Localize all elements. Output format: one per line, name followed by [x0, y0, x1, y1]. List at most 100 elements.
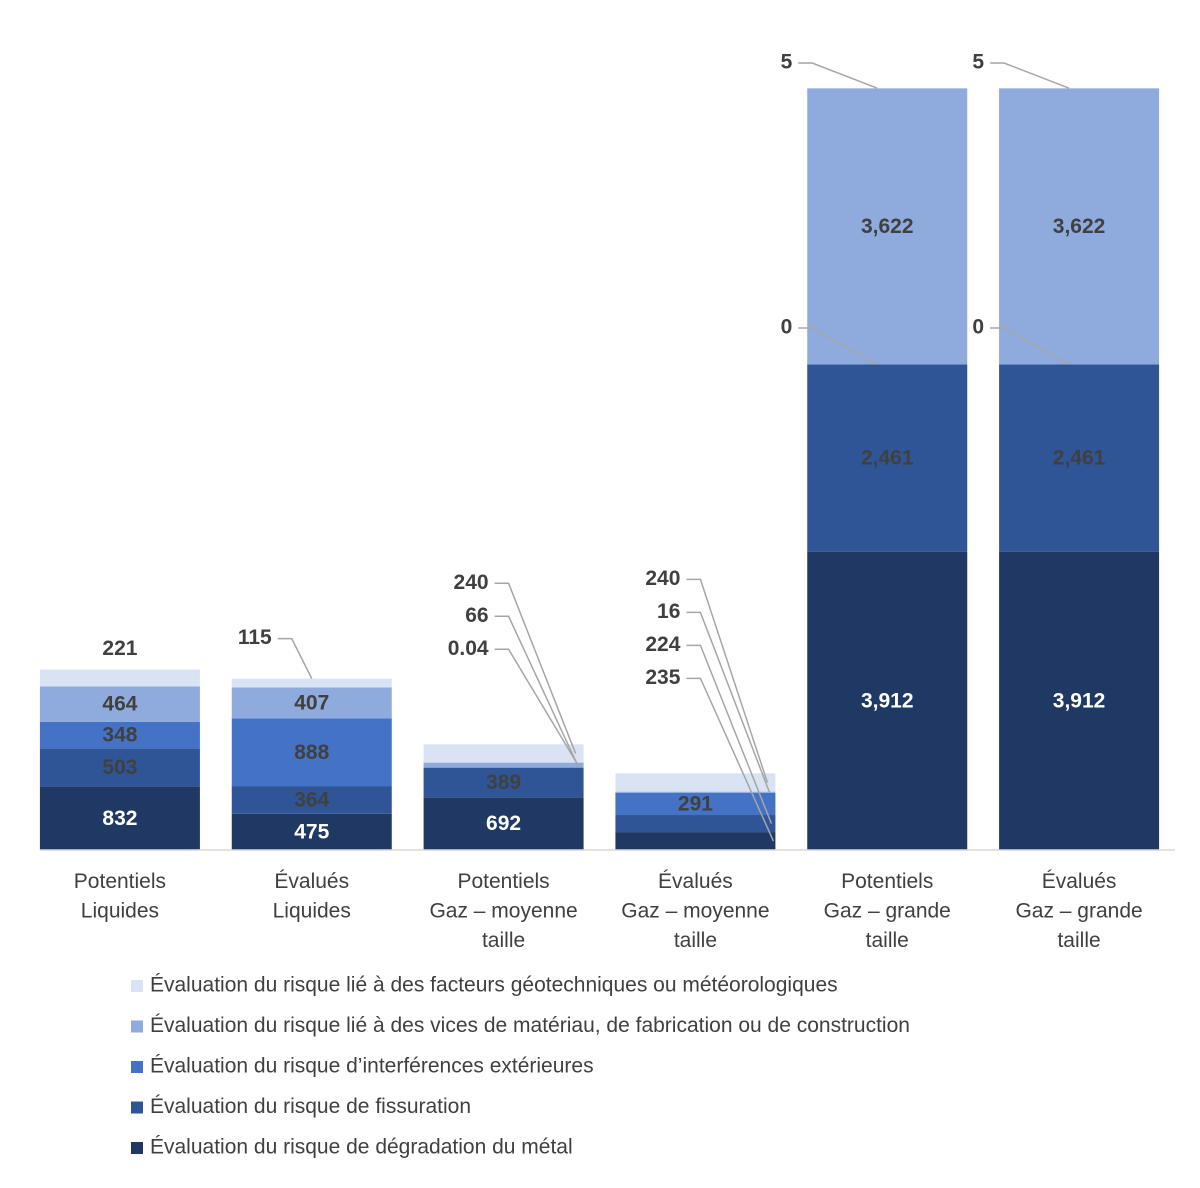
x-tick-label: Potentiels Liquides	[74, 870, 166, 923]
legend-swatch	[131, 1101, 143, 1114]
x-tick-line: Potentiels	[74, 870, 166, 893]
legend-label: Évaluation du risque lié à des facteurs …	[150, 974, 838, 997]
x-tick-line: Liquides	[81, 899, 159, 922]
x-tick-label: Évalués Gaz – moyenne taille	[621, 870, 769, 952]
value-label: 407	[294, 691, 329, 714]
legend-label: Évaluation du risque de fissuration	[150, 1095, 471, 1118]
bar-segment	[423, 744, 584, 763]
bar-segment	[807, 551, 968, 850]
x-tick-line: taille	[866, 929, 909, 952]
x-tick-line: Potentiels	[841, 870, 933, 893]
bar-segment	[423, 762, 584, 768]
x-tick-label: Évalués Liquides	[273, 870, 351, 923]
value-label: 3,622	[861, 215, 914, 238]
value-label: 0	[781, 316, 793, 339]
bar-segment	[999, 364, 1160, 552]
value-label: 348	[102, 724, 137, 747]
legend-label: Évaluation du risque de dégradation du m…	[150, 1136, 573, 1159]
legend-swatch	[131, 1142, 143, 1154]
x-tick-label: Potentiels Gaz – moyenne taille	[429, 870, 577, 952]
leader-line	[798, 327, 878, 366]
x-tick-line: Évalués	[1042, 870, 1117, 893]
bar-segment	[615, 791, 776, 793]
leader-line	[686, 644, 773, 824]
value-label: 5	[781, 51, 793, 74]
x-tick-line: Gaz – moyenne	[429, 899, 577, 922]
leader-line	[686, 578, 769, 783]
leader-line	[686, 677, 775, 842]
x-tick-label: Évalués Gaz – grande taille	[1015, 870, 1142, 952]
value-label: 3,622	[1053, 215, 1106, 238]
x-tick-line: taille	[1057, 929, 1100, 952]
value-label: 5	[972, 51, 984, 74]
value-label: 240	[454, 571, 489, 594]
bar-segment	[231, 786, 392, 814]
x-tick-line: Évalués	[658, 870, 733, 893]
legend-swatch	[131, 980, 143, 992]
bar-segment	[423, 797, 584, 850]
x-tick-line: Liquides	[273, 899, 351, 922]
leader-line	[798, 62, 878, 89]
bar-segment	[999, 551, 1160, 850]
x-tick-line: Gaz – grande	[824, 899, 951, 922]
x-tick-line: Évalués	[274, 870, 349, 893]
value-label: 2,461	[1053, 447, 1106, 470]
x-tick-label: Potentiels Gaz – grande taille	[824, 870, 951, 952]
bar-segment	[231, 718, 392, 787]
legend-label: Évaluation du risque lié à des vices de …	[150, 1014, 910, 1037]
bar-segment	[615, 815, 776, 833]
leader-line	[494, 615, 579, 766]
value-label: 888	[294, 741, 329, 764]
bar-segment	[231, 687, 392, 719]
bar-segment	[615, 792, 776, 816]
bar-segment	[39, 748, 200, 787]
value-label: 2,461	[861, 447, 914, 470]
bar-segment	[615, 832, 776, 850]
bar-segment	[231, 813, 392, 850]
value-label: 692	[486, 812, 521, 835]
leader-line	[277, 637, 313, 679]
bar-segment	[39, 721, 200, 749]
bar-segment	[807, 88, 968, 365]
bar-segment	[39, 686, 200, 722]
value-label: 291	[678, 792, 713, 815]
x-tick-line: Gaz – moyenne	[621, 899, 769, 922]
value-label: 0.04	[448, 637, 489, 660]
legend-label: Évaluation du risque d’interférences ext…	[150, 1055, 594, 1078]
bar-segment	[231, 678, 392, 688]
leader-line	[990, 327, 1070, 366]
bar-segment	[39, 669, 200, 687]
value-label: 389	[486, 771, 521, 794]
bar-segment	[807, 364, 968, 552]
legend-swatch	[131, 1061, 143, 1073]
bar-segment	[999, 88, 1160, 365]
value-label: 364	[294, 788, 329, 811]
value-label: 3,912	[861, 689, 914, 712]
x-tick-line: taille	[674, 929, 717, 952]
leader-line	[494, 582, 577, 754]
legend-swatch	[131, 1020, 143, 1033]
bar-segment	[423, 767, 584, 798]
value-label: 464	[102, 693, 137, 716]
value-label: 224	[645, 633, 680, 656]
x-tick-line: Gaz – grande	[1015, 899, 1142, 922]
leader-line	[990, 62, 1070, 89]
value-label: 503	[102, 756, 137, 779]
bar-segment	[615, 773, 776, 792]
value-label: 115	[238, 626, 272, 649]
value-label: 221	[102, 637, 137, 660]
value-label: 832	[102, 807, 137, 830]
value-label: 475	[294, 820, 329, 843]
value-label: 235	[645, 666, 680, 689]
bar-segment	[39, 786, 200, 850]
value-label: 0	[972, 316, 984, 339]
leader-line	[686, 611, 771, 793]
value-label: 240	[645, 567, 680, 590]
leader-line	[494, 648, 581, 769]
x-tick-line: Potentiels	[457, 870, 549, 893]
value-label: 3,912	[1053, 689, 1106, 712]
value-label: 16	[657, 600, 680, 623]
x-tick-line: taille	[482, 929, 525, 952]
value-label: 66	[465, 604, 488, 627]
